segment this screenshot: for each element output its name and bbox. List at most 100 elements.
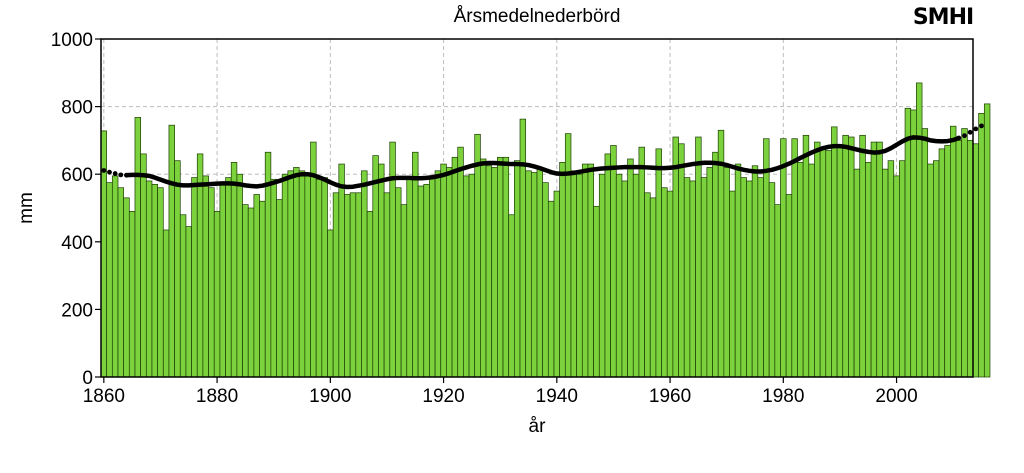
bar: [383, 192, 391, 378]
bar: [581, 163, 589, 378]
bar: [927, 163, 934, 378]
bar: [938, 148, 946, 378]
bar: [706, 167, 713, 378]
bar: [525, 170, 532, 378]
bar: [134, 117, 141, 378]
bar: [349, 192, 357, 378]
bar: [270, 178, 277, 378]
bar: [904, 107, 912, 378]
bar: [213, 211, 221, 378]
bar: [655, 148, 662, 378]
x-axis-ticks: 1860 1880 1900 1920 1940 1960 1980 2000: [83, 377, 918, 407]
bar: [893, 175, 900, 378]
bar: [140, 153, 147, 378]
bar: [644, 192, 651, 378]
y-tick-label: 800: [61, 98, 93, 119]
bar: [899, 160, 906, 378]
bar: [372, 155, 379, 378]
bar: [587, 163, 594, 378]
bar: [576, 173, 583, 378]
bar: [610, 145, 617, 378]
bar: [174, 160, 181, 378]
bar: [672, 136, 679, 378]
bar: [242, 204, 249, 378]
bar: [468, 173, 476, 378]
bar: [106, 182, 113, 378]
bar: [474, 133, 481, 378]
bar: [712, 151, 719, 378]
bar: [604, 153, 611, 378]
bar: [944, 145, 951, 378]
bar: [700, 177, 708, 378]
bar: [287, 170, 294, 378]
trend-dot: [118, 172, 124, 178]
x-tick-label: 1920: [422, 386, 464, 407]
bar: [842, 134, 849, 378]
bar: [123, 197, 130, 378]
bar: [157, 187, 164, 378]
bar: [882, 168, 889, 378]
y-tick-label: 1000: [51, 30, 93, 51]
bar: [910, 109, 917, 378]
bar: [859, 134, 866, 378]
bar: [253, 194, 260, 378]
y-axis-ticks: 0 200 400 600 800 1000: [51, 30, 101, 389]
bar: [593, 205, 600, 378]
x-axis-label: år: [529, 416, 547, 437]
bar: [508, 214, 515, 378]
trend-line-solid: [124, 135, 962, 190]
bar: [780, 138, 787, 378]
bar: [876, 141, 883, 378]
bar: [559, 162, 566, 378]
bar: [564, 133, 572, 378]
bar: [440, 163, 447, 378]
bar: [983, 103, 991, 378]
y-tick-label: 600: [61, 165, 93, 186]
bar: [627, 158, 634, 378]
trend-dot: [962, 133, 967, 139]
x-tick-label: 1900: [309, 386, 351, 407]
bar: [497, 156, 504, 378]
x-tick-label: 1960: [649, 386, 691, 407]
bar: [298, 170, 306, 378]
bar: [836, 146, 844, 378]
bar: [519, 118, 527, 378]
bar: [502, 156, 510, 378]
bar: [491, 167, 498, 378]
y-tick-label: 400: [61, 233, 93, 254]
bar: [355, 192, 362, 378]
bar: [814, 141, 821, 378]
bar: [434, 170, 442, 378]
bar: [338, 163, 345, 378]
bar: [853, 168, 861, 378]
bar: [921, 128, 929, 378]
bar: [293, 167, 300, 378]
bar: [185, 226, 192, 378]
x-tick-label: 2000: [875, 386, 917, 407]
bar: [689, 180, 696, 378]
bar: [530, 172, 538, 378]
bar: [768, 182, 776, 378]
bar: [955, 140, 963, 378]
bar: [327, 229, 334, 378]
bar: [542, 182, 549, 378]
smhi-logo: SMHI: [913, 5, 973, 30]
bar: [321, 177, 328, 378]
trend-dot: [101, 168, 107, 173]
bar: [429, 177, 436, 378]
x-tick-label: 1860: [83, 386, 125, 407]
bar: [819, 148, 827, 378]
bar: [344, 194, 351, 378]
bar: [933, 160, 940, 378]
bar: [734, 163, 742, 378]
bar: [202, 175, 209, 378]
bar: [865, 162, 872, 378]
bar: [423, 183, 430, 378]
bar: [480, 158, 487, 378]
bar: [723, 167, 730, 378]
bar: [553, 190, 560, 378]
trend-dot: [979, 123, 984, 129]
bar: [615, 173, 623, 378]
trend-dot: [107, 169, 112, 175]
